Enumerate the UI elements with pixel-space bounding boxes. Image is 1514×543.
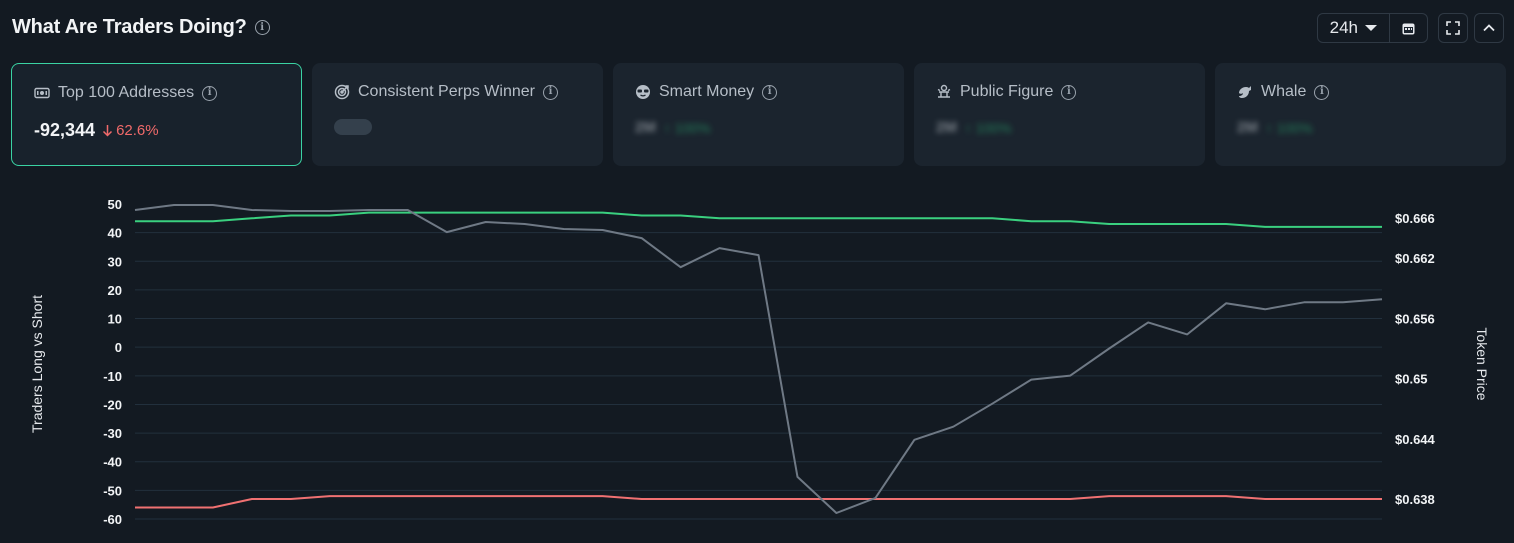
card-whale[interactable]: Whale i 2M ↑ 100% <box>1215 63 1506 166</box>
long-traders-line <box>135 211 1382 228</box>
card-header: Consistent Perps Winner i <box>334 83 581 101</box>
expand-icon <box>1446 21 1460 35</box>
y-tick-label: 20 <box>108 283 122 298</box>
card-consistent-perps-winner[interactable]: Consistent Perps Winner i <box>312 63 603 166</box>
timeframe-dropdown[interactable]: 24h <box>1318 14 1389 42</box>
y-tick-label: -30 <box>103 426 122 441</box>
y-tick-label: 0 <box>115 340 122 355</box>
y-tick-label: -50 <box>103 483 122 498</box>
card-change-value: 100% <box>674 119 711 136</box>
podium-icon <box>936 84 952 100</box>
card-change: ↑ 100% <box>1265 119 1313 136</box>
collapse-button[interactable] <box>1474 13 1504 43</box>
card-value: 2M <box>1237 119 1258 136</box>
traders-chart: 50 40 30 20 10 0 -10 -20 -30 -40 -50 -60 $0.666 $0.66… <box>103 197 1436 527</box>
card-value: 2M <box>635 119 656 136</box>
timeframe-label: 24h <box>1329 18 1358 37</box>
y-tick-label: 50 <box>108 197 122 212</box>
card-header: Smart Money i <box>635 83 882 101</box>
banknote-icon <box>34 85 50 101</box>
info-icon[interactable]: i <box>202 85 218 101</box>
card-label: Consistent Perps Winner <box>358 83 535 100</box>
y2-tick-label: $0.638 <box>1395 492 1435 507</box>
card-header: Public Figure i <box>936 83 1183 101</box>
y-tick-label: 10 <box>108 312 122 327</box>
card-top-100-addresses[interactable]: Top 100 Addresses i -92,344 62.6% <box>11 63 302 166</box>
card-value-row: 2M ↑ 100% <box>936 119 1183 136</box>
card-header: Top 100 Addresses i <box>34 84 279 102</box>
target-icon <box>334 84 350 100</box>
calendar-icon <box>1402 23 1415 34</box>
card-public-figure[interactable]: Public Figure i 2M ↑ 100% <box>914 63 1205 166</box>
card-change-value: 100% <box>975 119 1012 136</box>
card-value: 2M <box>936 119 957 136</box>
card-label: Top 100 Addresses <box>58 84 195 101</box>
y2-tick-label: $0.662 <box>1395 251 1435 266</box>
arrow-down-icon <box>103 125 113 137</box>
fullscreen-button[interactable] <box>1438 13 1468 43</box>
calendar-button[interactable] <box>1389 14 1427 42</box>
page-title: What Are Traders Doing? <box>12 16 247 38</box>
view-controls <box>1438 13 1504 43</box>
info-icon[interactable]: i <box>1314 84 1330 100</box>
card-label: Public Figure <box>960 83 1054 100</box>
card-smart-money[interactable]: Smart Money i 2M ↑ 100% <box>613 63 904 166</box>
info-icon[interactable]: i <box>1061 84 1077 100</box>
y-tick-label: -20 <box>103 397 122 412</box>
card-change: ↑ 100% <box>964 119 1012 136</box>
y-tick-label: -40 <box>103 455 122 470</box>
short-traders-line <box>135 495 1382 509</box>
info-icon[interactable]: i <box>254 20 270 35</box>
card-value-row: 2M ↑ 100% <box>635 119 882 136</box>
card-value-row <box>334 119 581 135</box>
chevron-down-icon <box>1365 25 1377 31</box>
card-change: ↑ 100% <box>663 119 711 136</box>
y2-tick-label: $0.644 <box>1395 432 1436 447</box>
card-label: Whale <box>1261 83 1307 100</box>
y-tick-label: 40 <box>108 226 122 241</box>
header-controls: 24h <box>1316 13 1504 43</box>
card-header: Whale i <box>1237 83 1484 101</box>
card-value-row: 2M ↑ 100% <box>1237 119 1484 136</box>
card-value: -92,344 <box>34 120 96 140</box>
timeframe-segment: 24h <box>1316 13 1428 43</box>
card-change: 62.6% <box>102 122 159 139</box>
info-icon[interactable]: i <box>762 84 778 100</box>
info-icon[interactable]: i <box>542 84 558 100</box>
page-title-group: What Are Traders Doing? i <box>12 16 270 39</box>
trader-category-cards: Top 100 Addresses i -92,344 62.6% Consis… <box>11 63 1506 166</box>
card-change-value: 100% <box>1276 119 1313 136</box>
y2-tick-label: $0.656 <box>1395 311 1435 326</box>
whale-icon <box>1237 84 1253 100</box>
loading-placeholder <box>334 119 372 135</box>
y2-tick-label: $0.65 <box>1395 372 1428 387</box>
sunglasses-icon <box>635 84 651 100</box>
card-change-value: 62.6% <box>116 122 159 139</box>
token-price-line <box>134 204 1383 514</box>
y-tick-label: 30 <box>108 254 122 269</box>
chevron-up-icon <box>1483 24 1495 32</box>
y-tick-label: -60 <box>103 512 122 527</box>
y-tick-label: -10 <box>103 369 122 384</box>
y2-tick-label: $0.666 <box>1395 211 1435 226</box>
card-label: Smart Money <box>659 83 755 100</box>
card-value-row: -92,344 62.6% <box>34 120 279 141</box>
